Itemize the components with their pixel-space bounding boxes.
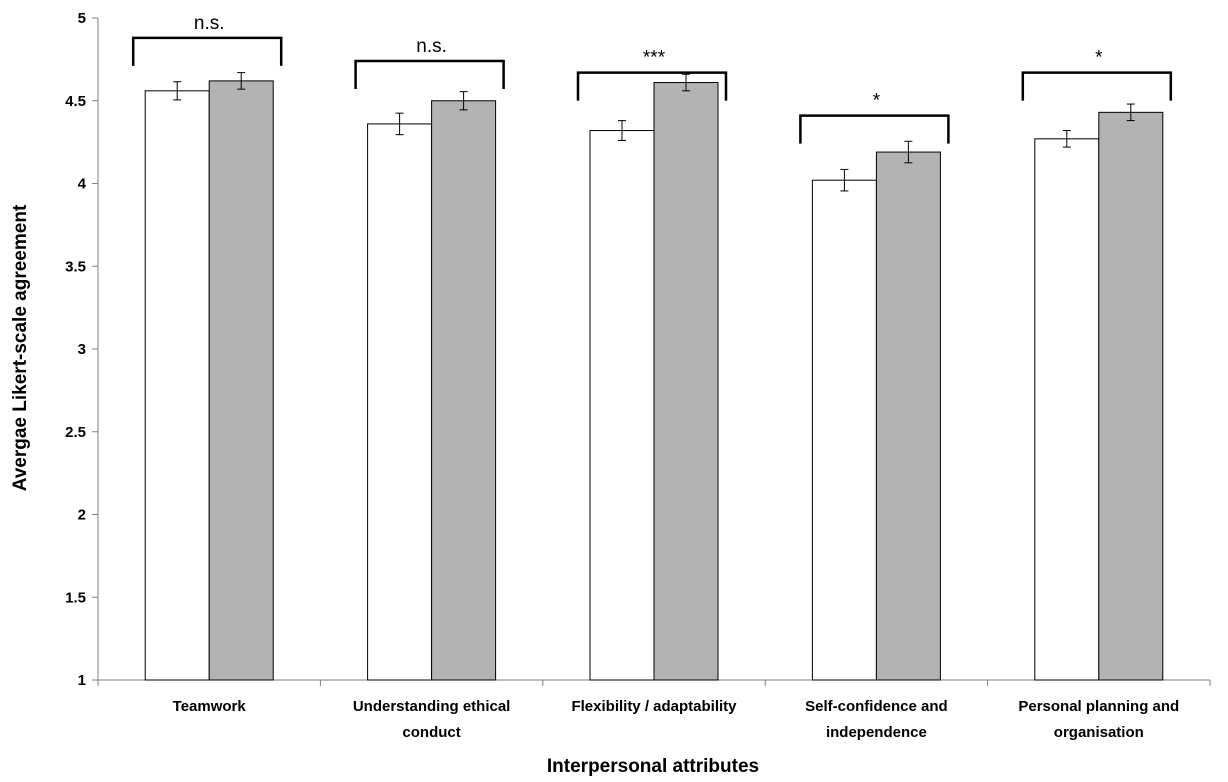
bar-1-0 — [367, 123, 433, 681]
x-tick-label-2: Flexibility / adaptability — [571, 698, 737, 715]
y-tick-label-8: 5 — [78, 10, 86, 27]
significance-label-1: n.s. — [416, 36, 447, 57]
significance-label-2: *** — [643, 48, 666, 69]
bar-2-1 — [653, 82, 719, 681]
y-tick-label-5: 3.5 — [65, 258, 86, 275]
bar-4-0 — [1034, 138, 1100, 681]
x-tick-label-1: Understanding ethical conduct — [353, 698, 511, 741]
y-tick-label-1: 1.5 — [65, 589, 86, 606]
bar-2-0 — [589, 130, 655, 681]
significance-label-0: n.s. — [194, 13, 225, 34]
error-bars — [173, 72, 1135, 192]
y-tick-label-6: 4 — [78, 176, 87, 193]
bar-0-1 — [208, 80, 274, 681]
bar-4-1 — [1098, 111, 1164, 681]
significance-bracket-2 — [576, 71, 728, 101]
significance-bracket-0 — [131, 36, 283, 66]
x-tick-label-0: Teamwork — [173, 698, 247, 715]
significance-bracket-4 — [1021, 71, 1173, 101]
x-tick-label-3: Self-confidence and independence — [805, 698, 948, 741]
bars — [144, 80, 1164, 681]
y-tick-label-4: 3 — [78, 341, 86, 358]
x-axis-title: Interpersonal attributes — [547, 756, 759, 777]
x-tick-label-4: Personal planning and organisation — [1018, 698, 1179, 741]
bar-0-0 — [144, 90, 210, 681]
significance-brackets: n.s.n.s.***** — [131, 13, 1173, 144]
significance-bracket-3 — [799, 114, 950, 144]
significance-label-3: * — [873, 91, 881, 112]
y-tick-label-2: 2 — [78, 507, 86, 524]
y-tick-label-0: 1 — [78, 672, 86, 689]
y-axis-title: Avergae Likert-scale agreement — [10, 204, 31, 491]
bar-1-1 — [431, 100, 497, 681]
y-tick-label-7: 4.5 — [65, 93, 86, 110]
y-tick-label-3: 2.5 — [65, 424, 86, 441]
bar-3-0 — [811, 179, 877, 681]
bar-3-1 — [875, 151, 941, 681]
significance-bracket-1 — [354, 59, 505, 90]
significance-label-4: * — [1095, 48, 1103, 69]
labels: 1 1.5 2 2.5 3 3.5 4 4.5 5 Teamwork Understanding e… — [65, 10, 1179, 741]
